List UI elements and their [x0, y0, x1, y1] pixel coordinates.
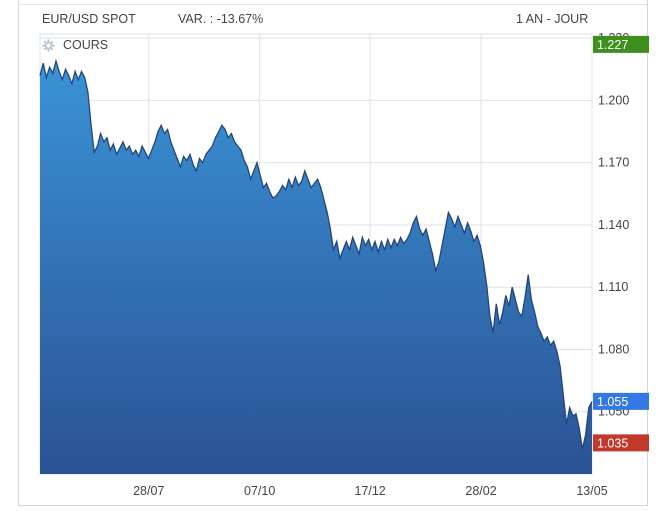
price-badges: 1.227 1.055 1.035 [593, 35, 649, 452]
price-badge-label: 1.227 [597, 38, 628, 52]
y-tick-label: 1.080 [598, 342, 629, 356]
gear-icon [42, 38, 55, 52]
period-selector[interactable]: 1 AN - JOUR [516, 12, 589, 26]
y-tick-label: 1.200 [598, 93, 629, 107]
price-area [39, 58, 593, 474]
price-area-fill [40, 61, 592, 474]
y-tick-label: 1.110 [598, 280, 628, 294]
price-badge [593, 35, 649, 53]
y-tick-label: 1.140 [598, 218, 629, 232]
instrument-label: EUR/USD SPOT [42, 12, 136, 26]
price-series-line [39, 58, 593, 450]
x-tick-label: 13/05 [576, 484, 607, 498]
price-badge-label: 1.055 [597, 395, 628, 409]
chart-frame [18, 0, 648, 506]
x-tick-label: 07/10 [244, 484, 275, 498]
x-tick-label: 17/12 [354, 484, 385, 498]
top-divider [18, 4, 648, 5]
x-tick-label: 28/02 [465, 484, 496, 498]
series-legend[interactable]: COURS [42, 38, 108, 52]
legend-label: COURS [63, 38, 109, 52]
price-badge [593, 392, 649, 410]
price-badge-label: 1.035 [597, 436, 628, 450]
price-badge [593, 434, 649, 452]
x-tick-label: 28/07 [133, 484, 164, 498]
y-tick-label: 1.170 [598, 156, 629, 170]
variation-label: VAR. : -13.67% [178, 12, 264, 26]
